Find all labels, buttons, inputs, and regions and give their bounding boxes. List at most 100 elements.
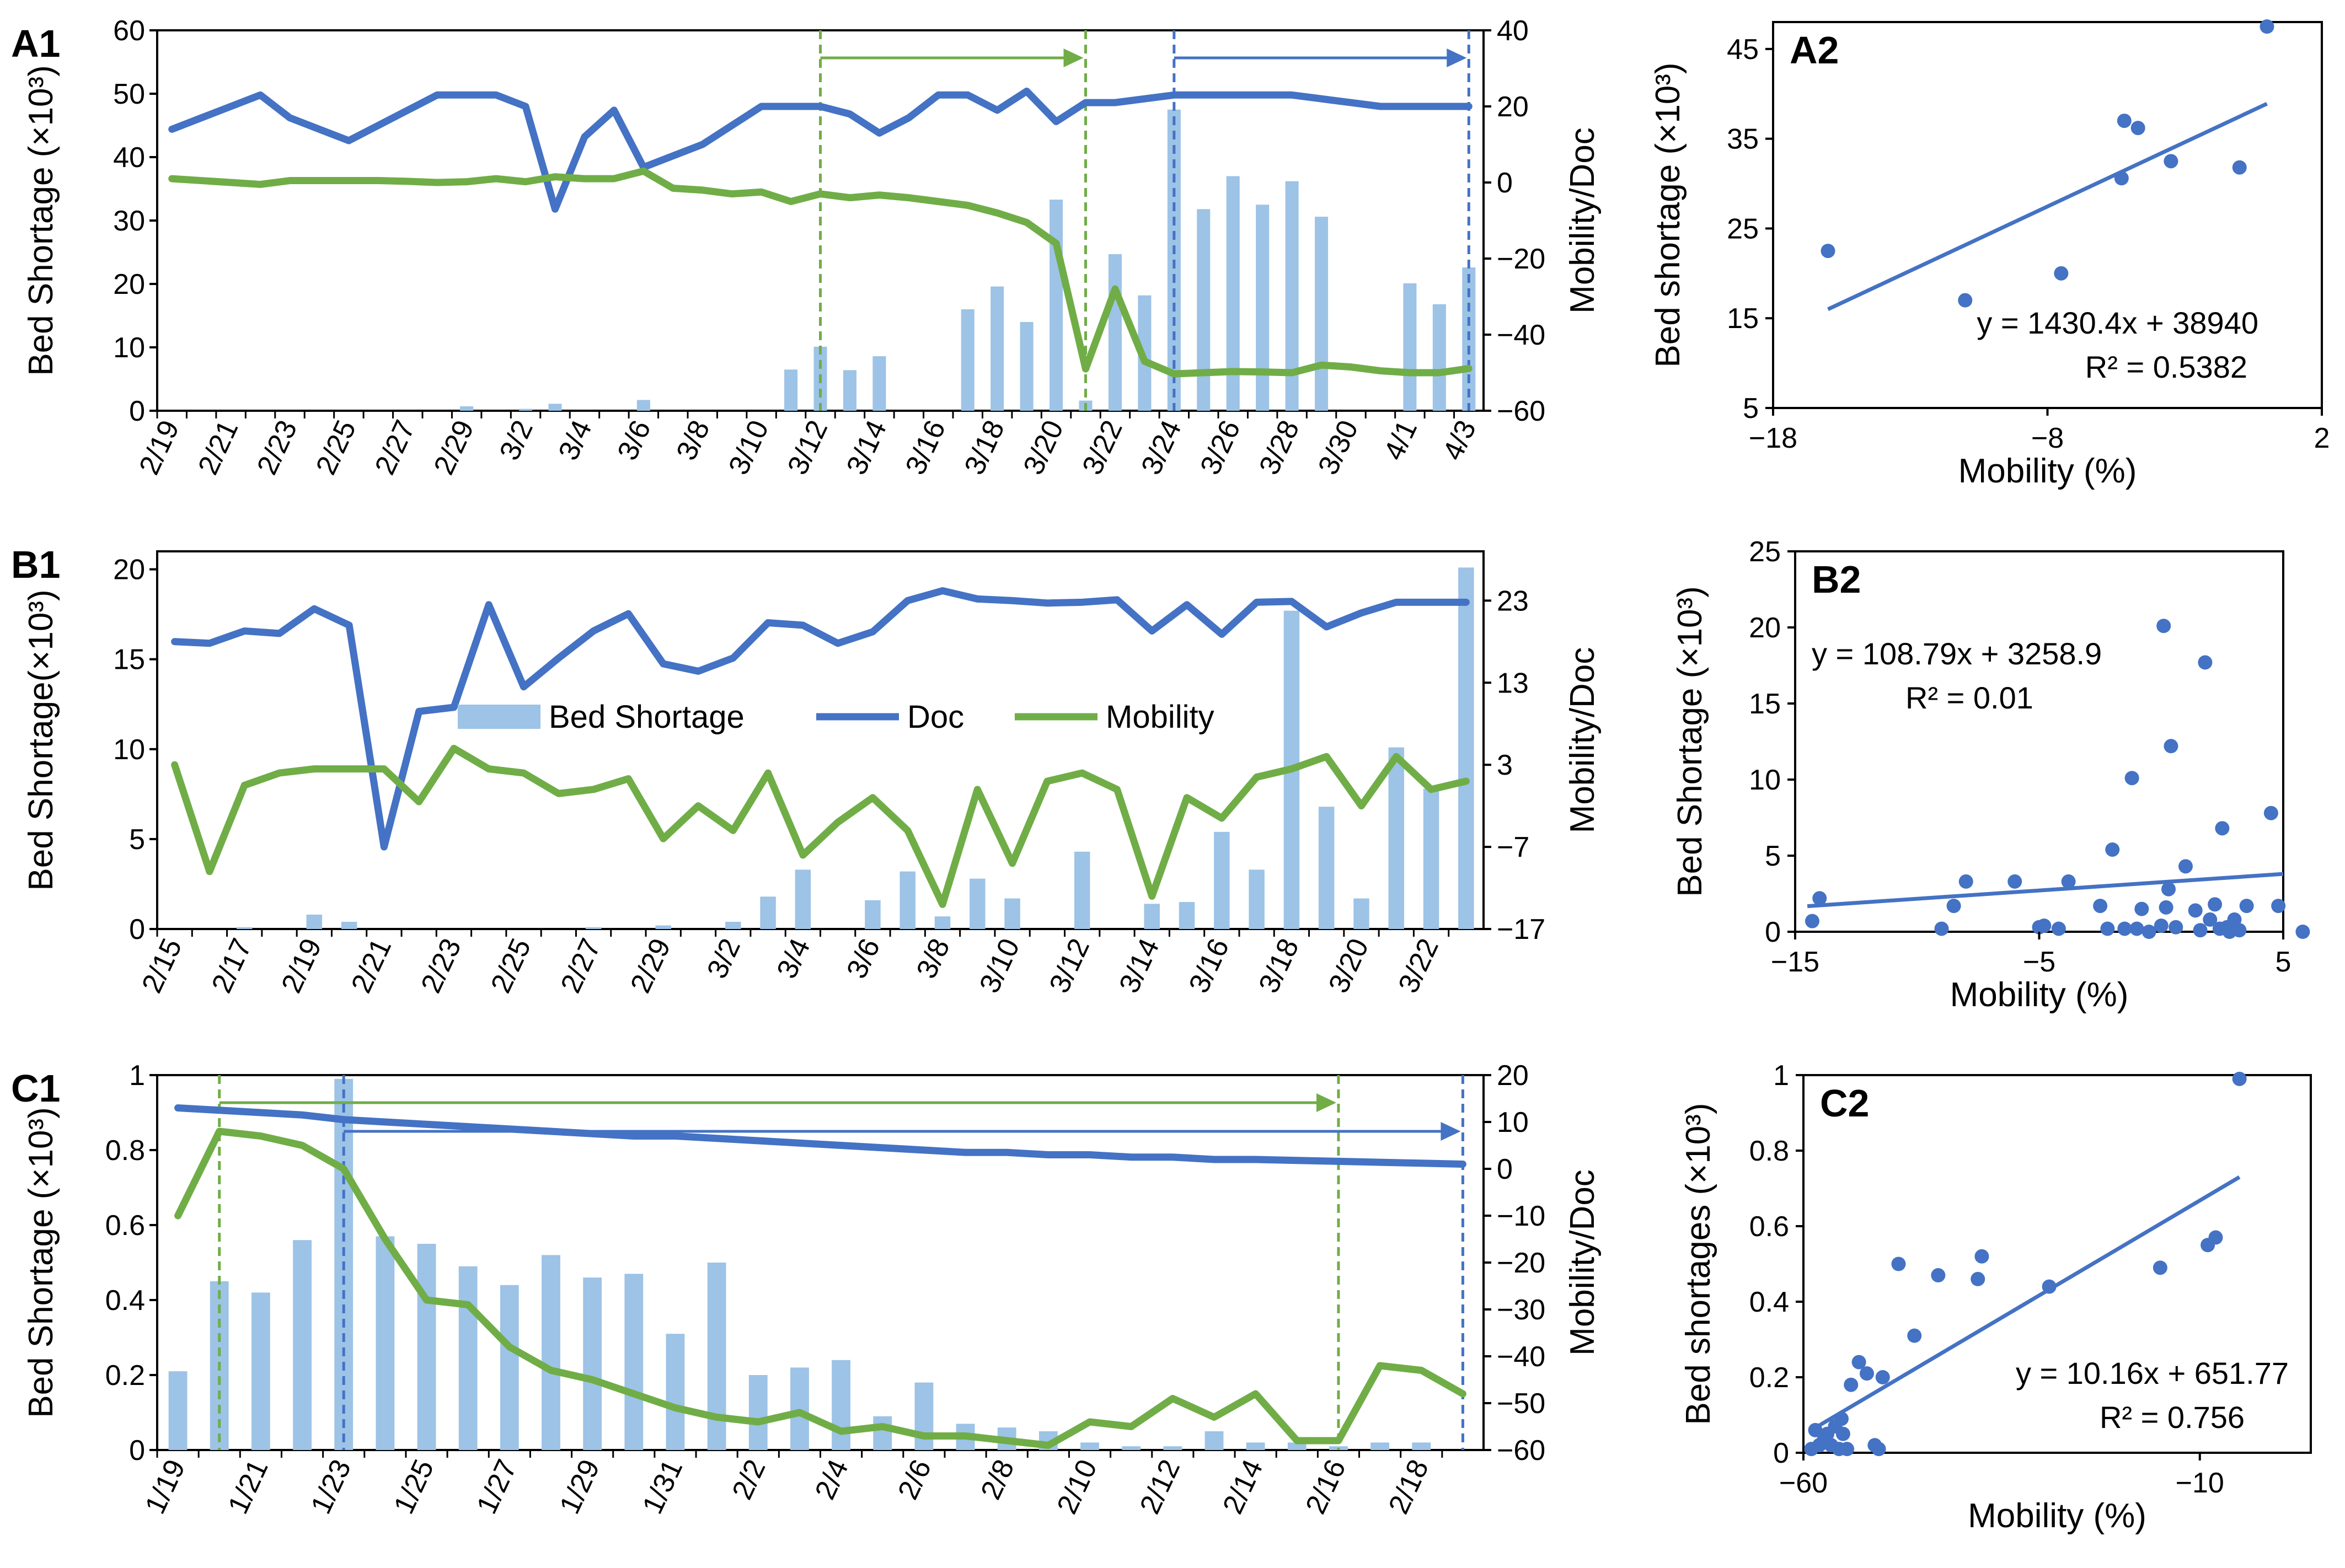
C1-bar-2/15	[1287, 1442, 1307, 1450]
C1-xtick-label: 2/18	[1383, 1455, 1435, 1519]
C2-ytick-label: 0	[1773, 1437, 1789, 1469]
A1-ytick-right-label: 0	[1497, 167, 1513, 199]
B2-point	[2007, 874, 2022, 889]
B2-point	[2129, 921, 2144, 936]
B2-point	[2198, 655, 2213, 670]
B1-xtick-label: 2/19	[275, 934, 328, 998]
C1-bar-1/28	[542, 1255, 560, 1450]
B2-ytick-label: 5	[1765, 840, 1781, 872]
A1-mobility-line	[168, 167, 1473, 378]
B1-bar-3/6	[865, 900, 881, 929]
B1-xtick-label: 3/2	[701, 934, 747, 984]
C1-ytick-right-label: 0	[1497, 1153, 1513, 1185]
C2-point	[1875, 1370, 1890, 1384]
A2-point	[2260, 19, 2274, 34]
B2-point	[2208, 897, 2223, 912]
C1-bar-2/17	[1370, 1442, 1390, 1450]
B1-mobility-line	[171, 744, 1470, 908]
B1-bar-3/12	[1074, 851, 1090, 929]
B2-point	[2227, 912, 2242, 927]
A1-ytick-left-label: 30	[113, 205, 145, 237]
B1-bar-2/27	[585, 927, 602, 929]
legend-mobility-label: Mobility	[1106, 699, 1214, 735]
A1-ytick-left-label: 10	[113, 332, 145, 364]
B2-point	[2161, 882, 2176, 896]
C1-bar-1/24	[376, 1236, 395, 1450]
C2-point	[1891, 1256, 1906, 1271]
B1-xtick-label: 3/20	[1323, 934, 1375, 998]
B2-point	[1958, 874, 1973, 889]
B2-ylabel: Bed Shortage (×10³)	[1671, 586, 1709, 897]
A1-xtick-label: 3/18	[959, 416, 1011, 480]
B1-bar-3/2	[725, 921, 741, 929]
A1-ytick-right-label: −60	[1497, 395, 1545, 427]
A1-bar-3/17	[961, 309, 975, 411]
B2-ytick-label: 20	[1749, 612, 1781, 644]
B1-bar-2/17	[236, 927, 253, 929]
C1-xtick-label: 2/4	[809, 1455, 855, 1505]
C1-xtick-label: 1/21	[222, 1455, 274, 1519]
B2-trendline	[1807, 872, 2284, 909]
A2-xtick-label: 2	[2314, 422, 2330, 454]
B2-point	[2037, 918, 2052, 933]
C1-bar-1/30	[624, 1274, 644, 1450]
C1-bar-1/22	[293, 1240, 312, 1450]
A2-ytick-label: 25	[1727, 213, 1759, 245]
B1-ytick-right-label: 3	[1497, 749, 1513, 781]
C1-ytick-right-label: 20	[1497, 1060, 1529, 1092]
B2-ytick-label: 15	[1749, 688, 1781, 720]
C2-ytick-label: 0.6	[1749, 1211, 1789, 1243]
B1-bar-3/4	[795, 869, 811, 929]
A1-bar-3/22	[1108, 254, 1122, 411]
B1-bar-2/19	[306, 914, 323, 929]
C2-xtick-label: −60	[1779, 1467, 1828, 1499]
B1-xtick-label: 3/6	[840, 934, 886, 984]
B2-point	[2232, 923, 2247, 938]
C2-ytick-label: 1	[1773, 1060, 1789, 1092]
C2-point	[2153, 1260, 2167, 1275]
C1-bar-2/10	[1080, 1442, 1099, 1450]
C2-point	[2232, 1071, 2247, 1086]
A2-r-squared: R² = 0.5382	[2085, 350, 2247, 384]
C1-ytick-right-label: −10	[1497, 1200, 1545, 1232]
B2-xtick-label: −5	[2023, 946, 2055, 978]
B1-xtick-label: 3/16	[1183, 934, 1235, 998]
B1-bar-3/21	[1388, 747, 1405, 929]
A2-point	[2130, 121, 2145, 136]
B1-ylabel-right: Mobility/Doc	[1564, 647, 1602, 834]
C2-trendline	[1810, 1175, 2241, 1432]
B2-point	[1934, 921, 1949, 936]
C1-ytick-left-label: 0.6	[105, 1210, 145, 1242]
A1-xtick-label: 2/23	[251, 416, 303, 480]
C1-bar-2/1	[707, 1263, 726, 1450]
A1-xtick-label: 2/29	[428, 416, 480, 480]
B2-point	[2215, 821, 2230, 836]
A2-ylabel: Bed shortage (×10³)	[1649, 62, 1687, 367]
C2-ytick-label: 0.4	[1749, 1286, 1789, 1318]
A1-xtick-label: 3/16	[900, 416, 952, 480]
A1-panel-label: A1	[11, 22, 60, 65]
A1-bar-3/19	[1020, 322, 1034, 411]
C2-equation: y = 10.16x + 651.77	[2016, 1356, 2289, 1390]
B1-bar-3/20	[1353, 898, 1369, 929]
B1-bar-3/3	[760, 896, 776, 929]
A1-ylabel-left: Bed Shortage (×10³)	[22, 65, 60, 376]
B2-point	[2156, 619, 2171, 633]
C1-bar-1/27	[500, 1285, 519, 1450]
B2-point	[2188, 903, 2203, 918]
A1-xtick-label: 3/30	[1312, 416, 1364, 480]
B1-bar-3/22	[1423, 788, 1439, 929]
B2-panel-label: B2	[1812, 558, 1861, 601]
legend-bed-swatch	[458, 705, 540, 729]
C1-bar-1/19	[168, 1371, 188, 1450]
B1-ytick-left-label: 10	[113, 734, 145, 766]
A1-bar-3/13	[843, 370, 856, 411]
B1-xtick-label: 2/17	[206, 934, 258, 998]
B2-point	[2051, 921, 2066, 936]
A1-bar-3/27	[1256, 205, 1270, 411]
C2-point	[1860, 1366, 1874, 1381]
B1-ytick-right-label: 13	[1497, 667, 1529, 699]
A2-ytick-label: 45	[1727, 34, 1759, 66]
C1-blue-window-arrow-head	[1441, 1122, 1461, 1141]
C2-point	[1907, 1328, 1922, 1343]
